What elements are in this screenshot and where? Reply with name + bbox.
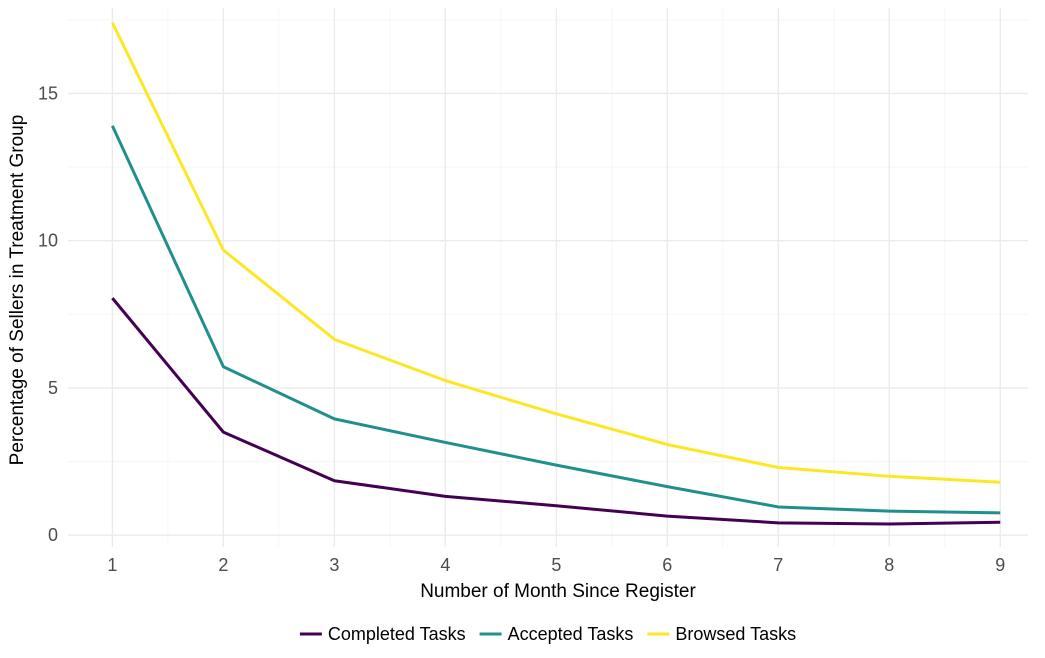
x-tick-label: 6	[662, 555, 672, 575]
legend-label: Completed Tasks	[328, 624, 466, 644]
x-tick-label: 1	[107, 555, 117, 575]
legend-label: Browsed Tasks	[675, 624, 796, 644]
legend-label: Accepted Tasks	[508, 624, 634, 644]
series-line-browsed-tasks	[111, 22, 1001, 484]
legend: Completed Tasks Accepted Tasks Browsed Tas…	[299, 624, 796, 644]
x-tick-label: 5	[551, 555, 561, 575]
series-line-completed-tasks	[111, 297, 1001, 526]
x-tick-labels: 1 2 3 4 5 6 7 8 9	[107, 555, 1005, 575]
y-tick-label: 0	[48, 525, 58, 545]
y-tick-label: 10	[38, 231, 58, 251]
grid-lines	[68, 8, 1028, 547]
y-tick-labels: 0 5 10 15	[38, 83, 58, 545]
legend-item: Browsed Tasks	[647, 624, 796, 644]
series-line-accepted-tasks	[111, 125, 1001, 515]
x-tick-label: 7	[773, 555, 783, 575]
x-tick-label: 3	[329, 555, 339, 575]
y-tick-label: 15	[38, 83, 58, 103]
x-tick-label: 8	[884, 555, 894, 575]
legend-item: Completed Tasks	[299, 624, 466, 644]
legend-item: Accepted Tasks	[479, 624, 634, 644]
series-lines	[111, 22, 1001, 526]
x-tick-label: 2	[218, 555, 228, 575]
x-tick-label: 9	[995, 555, 1005, 575]
x-tick-label: 4	[440, 555, 450, 575]
y-axis-title: Percentage of Sellers in Treatment Group	[7, 115, 28, 466]
y-tick-label: 5	[48, 378, 58, 398]
x-axis-title: Number of Month Since Register	[420, 581, 696, 602]
